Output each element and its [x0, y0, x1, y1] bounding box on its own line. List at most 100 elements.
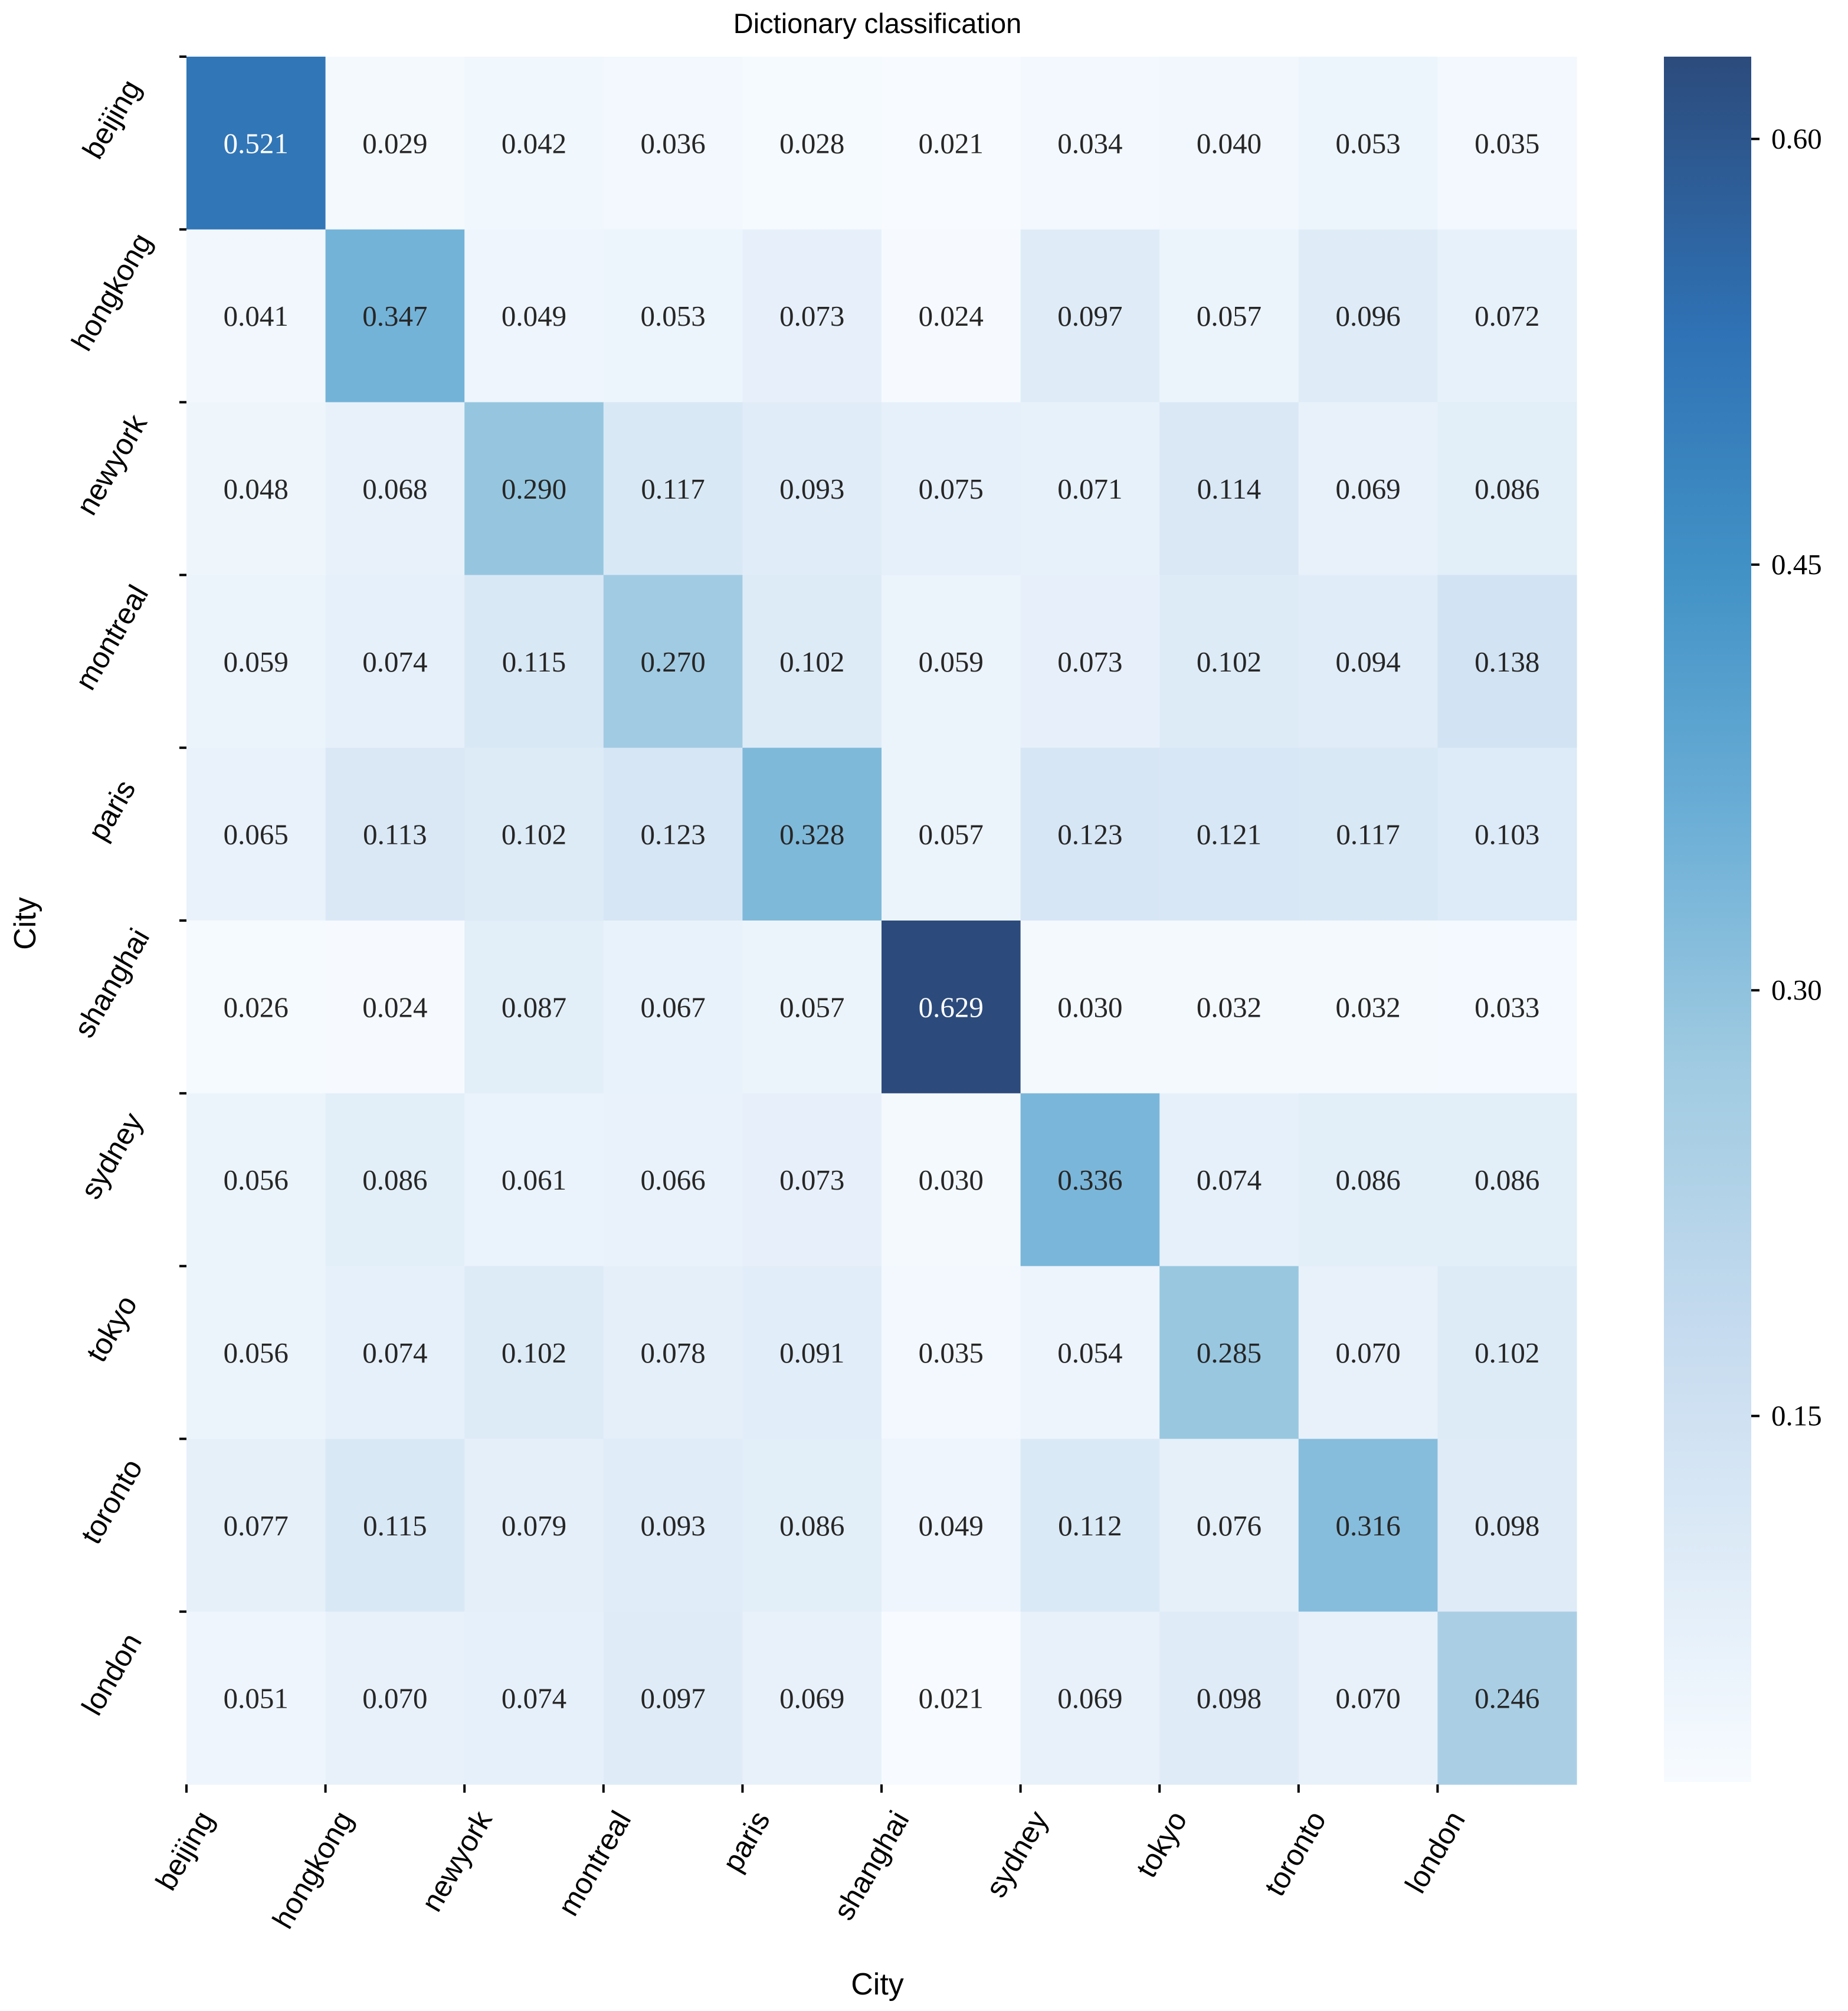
cell-value-label: 0.032 [1335, 991, 1400, 1023]
heatmap-cell-hongkong-beijing [186, 229, 326, 403]
heatmap-cell-sydney-hongkong [325, 1093, 465, 1267]
y-axis-label: City [8, 897, 42, 950]
cell-value-label: 0.051 [224, 1682, 289, 1715]
cell-value-label: 0.102 [1475, 1337, 1539, 1369]
cell-value-label: 0.049 [919, 1509, 984, 1542]
cell-value-label: 0.061 [502, 1164, 566, 1196]
heatmap-cell-shanghai-sydney [1020, 921, 1160, 1094]
cell-value-label: 0.521 [224, 127, 289, 159]
heatmap-cell-montreal-hongkong [325, 575, 465, 748]
heatmap-cell-london-paris [742, 1612, 882, 1785]
heatmap-cell-beijing-toronto [1298, 57, 1438, 230]
colorbar-ticks: 0.15 0.30 0.45 0.60 [1751, 122, 1822, 1432]
cell-value-label: 0.285 [1197, 1337, 1262, 1369]
cell-value-label: 0.069 [1335, 473, 1400, 505]
cell-value-label: 0.123 [1057, 818, 1122, 851]
cell-value-label: 0.057 [779, 991, 844, 1023]
cell-value-label: 0.070 [362, 1682, 427, 1715]
cell-value-label: 0.113 [363, 818, 427, 851]
heatmap-cell-tokyo-beijing [186, 1266, 326, 1439]
cell-value-label: 0.114 [1197, 473, 1261, 505]
heatmap-cell-tokyo-paris [742, 1266, 882, 1439]
cell-value-label: 0.098 [1197, 1682, 1262, 1715]
heatmap-cell-sydney-paris [742, 1093, 882, 1267]
cell-value-label: 0.078 [640, 1337, 705, 1369]
cell-value-label: 0.053 [1335, 127, 1400, 159]
colorbar-tick-label: 0.60 [1771, 122, 1822, 155]
cell-value-label: 0.057 [1197, 300, 1262, 332]
cell-value-label: 0.030 [1057, 991, 1122, 1023]
heatmap-cell-newyork-hongkong [325, 402, 465, 575]
heatmap-cell-tokyo-shanghai [882, 1266, 1021, 1439]
cell-value-label: 0.041 [224, 300, 289, 332]
heatmap-cell-montreal-paris [742, 575, 882, 748]
heatmap-cell-newyork-london [1437, 402, 1577, 575]
heatmap-cell-toronto-montreal [603, 1439, 743, 1612]
heatmap-cell-tokyo-london [1437, 1266, 1577, 1439]
heatmap-cell-london-hongkong [325, 1612, 465, 1785]
heatmap-cell-hongkong-shanghai [882, 229, 1021, 403]
heatmap-cell-paris-sydney [1020, 748, 1160, 921]
cell-value-label: 0.049 [502, 300, 566, 332]
cell-value-label: 0.065 [224, 818, 289, 851]
heatmap-cell-toronto-london [1437, 1439, 1577, 1612]
heatmap-cell-london-tokyo [1159, 1612, 1299, 1785]
cell-value-label: 0.347 [362, 300, 427, 332]
cell-value-label: 0.103 [1475, 818, 1539, 851]
heatmap-cell-shanghai-beijing [186, 921, 326, 1094]
heatmap-cell-toronto-paris [742, 1439, 882, 1612]
heatmap-cell-toronto-sydney [1020, 1439, 1160, 1612]
heatmap-cell-paris-shanghai [882, 748, 1021, 921]
heatmap-cell-newyork-tokyo [1159, 402, 1299, 575]
heatmap-cell-sydney-toronto [1298, 1093, 1438, 1267]
heatmap-cell-toronto-newyork [464, 1439, 604, 1612]
cell-value-label: 0.076 [1197, 1509, 1262, 1542]
cell-value-label: 0.021 [919, 127, 984, 159]
cell-value-label: 0.086 [362, 1164, 427, 1196]
heatmap-cell-shanghai-paris [742, 921, 882, 1094]
heatmap-cell-sydney-newyork [464, 1093, 604, 1267]
cell-value-label: 0.032 [1197, 991, 1262, 1023]
heatmap-cell-hongkong-london [1437, 229, 1577, 403]
heatmap-cell-sydney-beijing [186, 1093, 326, 1267]
cell-value-label: 0.086 [1475, 1164, 1539, 1196]
heatmap-cell-london-london [1437, 1612, 1577, 1785]
heatmap-cell-montreal-london [1437, 575, 1577, 748]
heatmap-cell-tokyo-newyork [464, 1266, 604, 1439]
heatmap-cell-montreal-sydney [1020, 575, 1160, 748]
heatmap-cell-paris-montreal [603, 748, 743, 921]
cell-value-label: 0.091 [779, 1337, 844, 1369]
cell-value-label: 0.629 [919, 991, 984, 1023]
cell-value-label: 0.057 [919, 818, 984, 851]
cell-value-label: 0.096 [1335, 300, 1400, 332]
heatmap-cell-beijing-shanghai [882, 57, 1021, 230]
heatmap-cell-newyork-sydney [1020, 402, 1160, 575]
x-axis-label: City [851, 1967, 904, 2002]
heatmap-cell-hongkong-hongkong [325, 229, 465, 403]
heatmap-cell-tokyo-tokyo [1159, 1266, 1299, 1439]
heatmap-cell-tokyo-toronto [1298, 1266, 1438, 1439]
colorbar-tick-label: 0.15 [1771, 1400, 1822, 1432]
cell-value-label: 0.053 [640, 300, 705, 332]
cell-value-label: 0.073 [779, 300, 844, 332]
cell-value-label: 0.070 [1335, 1682, 1400, 1715]
cell-value-label: 0.029 [362, 127, 427, 159]
cell-value-label: 0.102 [502, 818, 566, 851]
heatmap-cell-toronto-beijing [186, 1439, 326, 1612]
heatmap-cell-hongkong-paris [742, 229, 882, 403]
cell-value-label: 0.056 [224, 1337, 289, 1369]
heatmap-cell-newyork-beijing [186, 402, 326, 575]
cell-value-label: 0.066 [640, 1164, 705, 1196]
heatmap-cell-beijing-tokyo [1159, 57, 1299, 230]
cell-value-label: 0.048 [224, 473, 289, 505]
cell-value-label: 0.034 [1057, 127, 1122, 159]
heatmap-cell-london-shanghai [882, 1612, 1021, 1785]
cell-value-label: 0.075 [919, 473, 984, 505]
cell-value-label: 0.117 [1336, 818, 1400, 851]
cell-value-label: 0.069 [779, 1682, 844, 1715]
cell-value-label: 0.121 [1197, 818, 1262, 851]
cell-value-label: 0.115 [363, 1509, 427, 1542]
heatmap-cell-paris-newyork [464, 748, 604, 921]
cell-value-label: 0.079 [502, 1509, 566, 1542]
